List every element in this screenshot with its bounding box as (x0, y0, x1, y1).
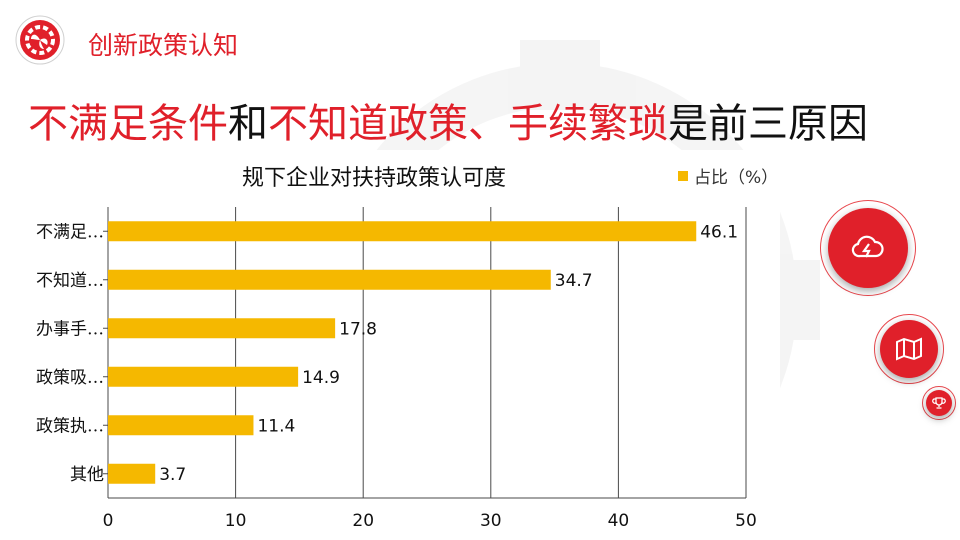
headline-part: 不知道政策、手续繁琐 (268, 101, 668, 147)
bar (108, 269, 551, 290)
data-label: 3.7 (159, 465, 186, 485)
button-core (880, 320, 938, 378)
legend: 占比（%） (678, 163, 778, 188)
category-label: 政策吸… (36, 368, 104, 388)
button-ring (820, 200, 916, 296)
data-label: 11.4 (257, 416, 295, 436)
bar (108, 221, 697, 242)
headline: 不满足条件和不知道政策、手续繁琐是前三原因 (28, 96, 868, 152)
cloud-lightning-icon (851, 235, 884, 258)
map-button[interactable] (874, 314, 944, 384)
bar (108, 366, 299, 387)
category-label: 办事手… (36, 319, 104, 339)
data-label: 34.7 (555, 271, 593, 291)
category-label: 不满足… (36, 222, 104, 242)
section-title: 创新政策认知 (88, 31, 239, 60)
button-ring (874, 314, 944, 384)
button-core (926, 390, 952, 416)
map-icon (896, 337, 922, 361)
headline-part: 不满足条件 (28, 101, 228, 147)
category-label: 不知道… (36, 271, 104, 291)
button-core (828, 208, 908, 288)
x-tick-label: 10 (225, 511, 247, 531)
bar (108, 463, 156, 484)
bar (108, 415, 254, 436)
bar-chart: 0 10 20 30 40 50 不满足… 46.1 不知道… 34.7 办事手… 17.8 政策吸… 1… (36, 207, 757, 531)
bar (108, 318, 336, 339)
category-label: 政策执… (36, 416, 104, 436)
headline-part: 是前三原因 (668, 101, 868, 147)
legend-swatch (678, 170, 688, 181)
trophy-icon (932, 397, 946, 409)
headline-part: 和 (228, 101, 268, 147)
chart-title: 规下企业对扶持政策认可度 (242, 166, 507, 191)
x-tick-label: 0 (103, 511, 114, 531)
button-ring (922, 386, 956, 420)
data-label: 14.9 (302, 368, 340, 388)
x-tick-label: 40 (608, 511, 630, 531)
x-tick-label: 30 (480, 511, 502, 531)
x-tick-label: 20 (352, 511, 374, 531)
data-label: 46.1 (700, 222, 738, 242)
legend-label: 占比（%） (694, 168, 779, 188)
data-label: 17.8 (339, 319, 377, 339)
gear-logo-icon (15, 15, 65, 65)
cloud-button[interactable] (820, 200, 916, 296)
trophy-button[interactable] (922, 386, 956, 420)
category-label: 其他 (70, 465, 104, 485)
x-tick-label: 50 (735, 511, 757, 531)
